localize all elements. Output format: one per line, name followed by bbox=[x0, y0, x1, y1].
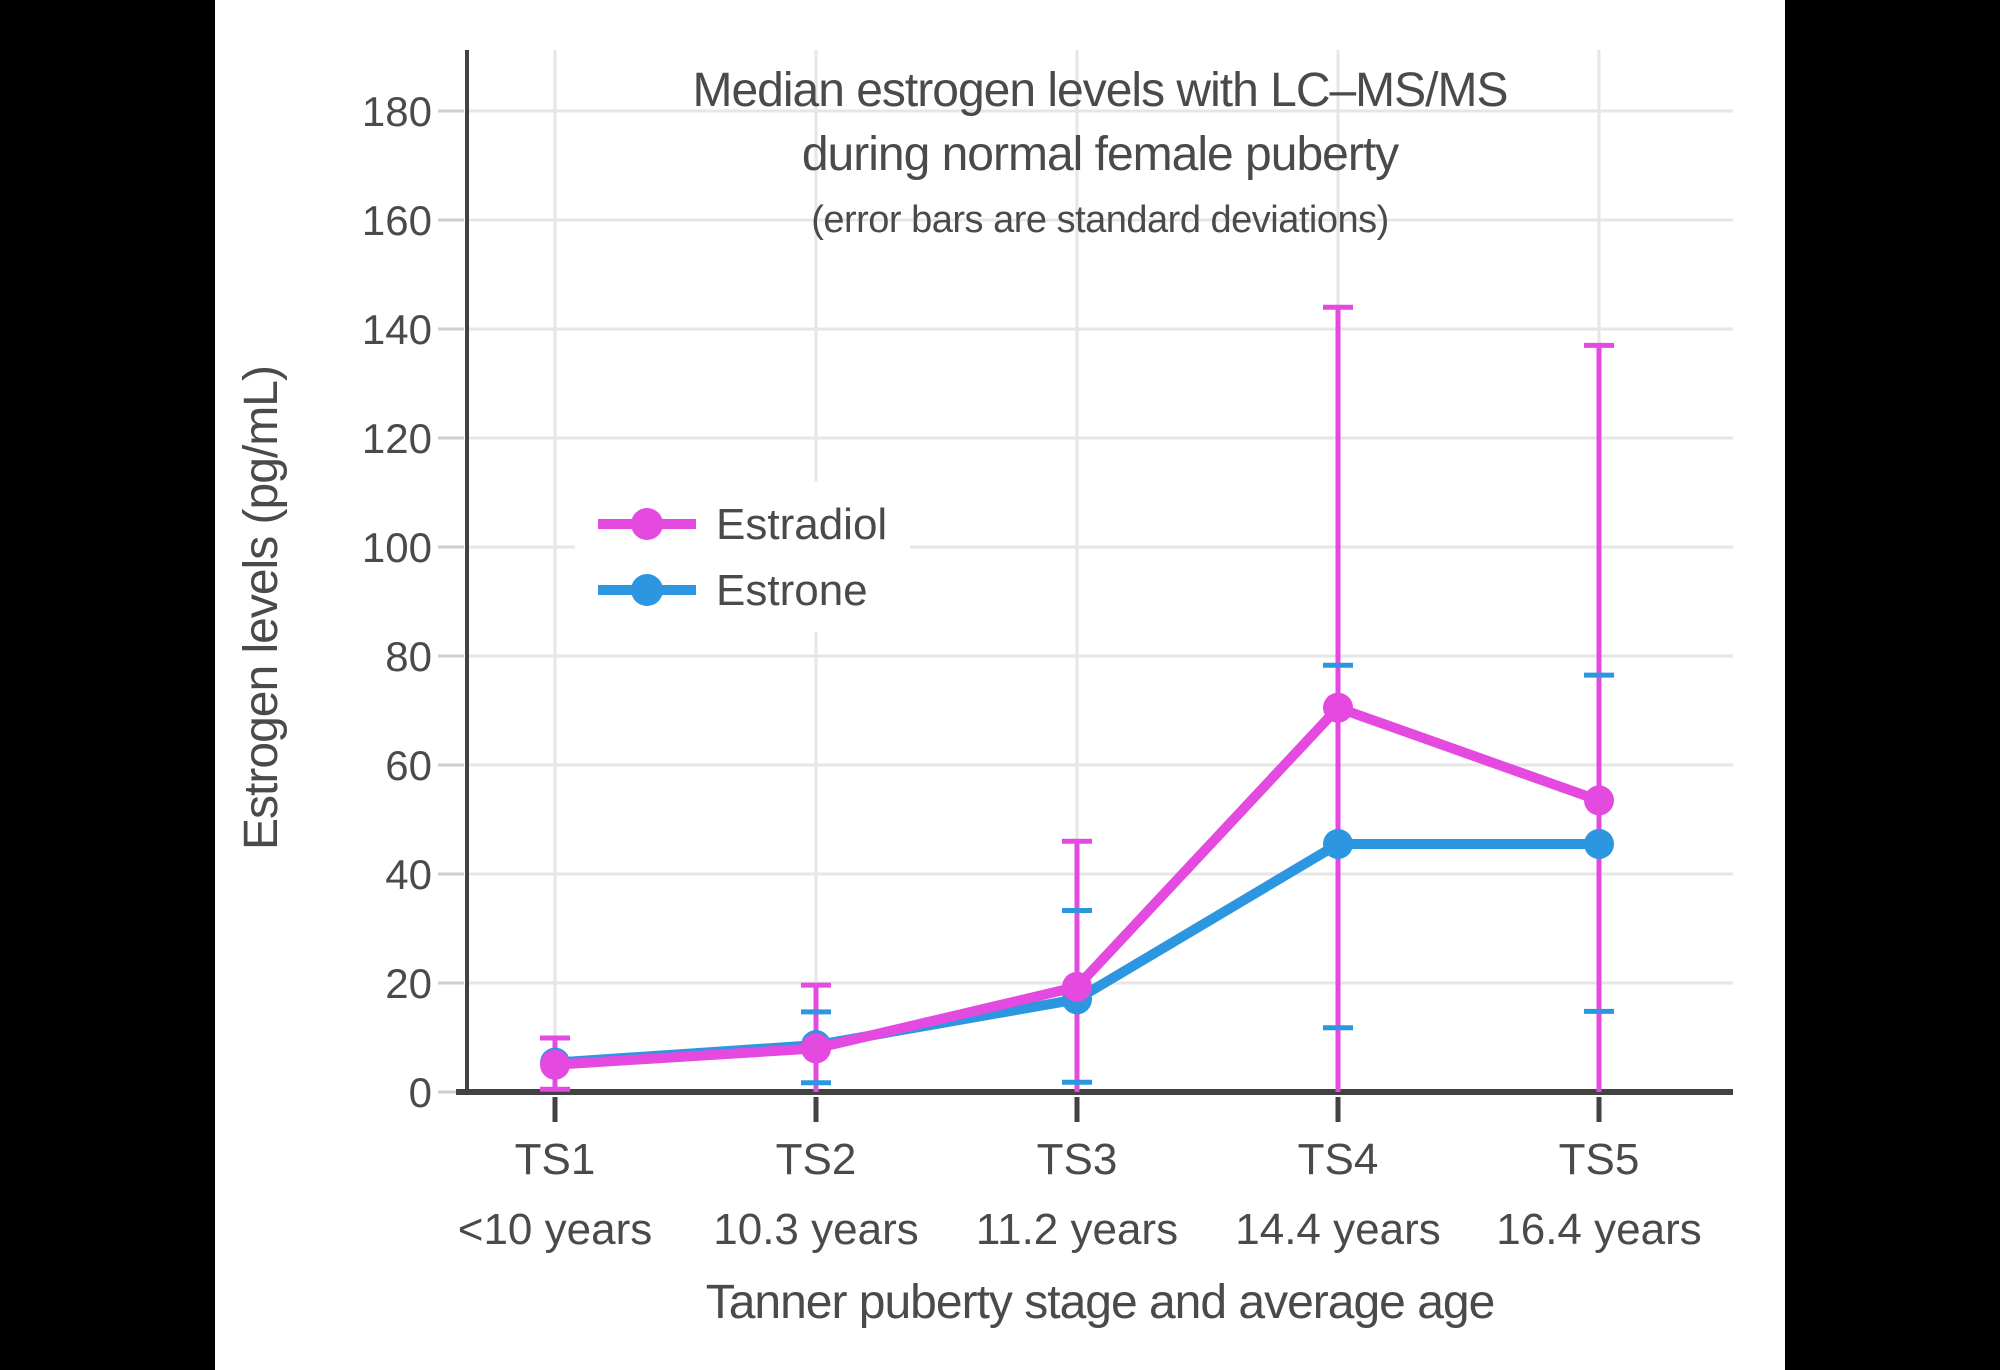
legend-marker-estrone bbox=[631, 574, 663, 606]
x-age-label-TS1: <10 years bbox=[458, 1205, 652, 1254]
x-tick-label-TS3: TS3 bbox=[1037, 1135, 1118, 1184]
chart-title-line2: during normal female puberty bbox=[802, 128, 1399, 181]
legend-marker-estradiol bbox=[631, 508, 663, 540]
chart-title-line1: Median estrogen levels with LC–MS/MS bbox=[692, 64, 1507, 117]
x-axis-title: Tanner puberty stage and average age bbox=[706, 1276, 1495, 1329]
gridlines bbox=[467, 50, 1733, 1090]
series-lines bbox=[540, 692, 1614, 1080]
x-age-label-TS3: 11.2 years bbox=[976, 1205, 1178, 1254]
chart-background bbox=[215, 0, 1785, 1370]
legend-label-estrone: Estrone bbox=[716, 566, 868, 615]
legend: Estradiol Estrone bbox=[575, 482, 910, 632]
y-tick-label-0: 0 bbox=[409, 1069, 432, 1116]
y-tick-label-20: 20 bbox=[385, 960, 432, 1007]
legend-label-estradiol: Estradiol bbox=[716, 500, 887, 549]
x-tick-label-TS4: TS4 bbox=[1298, 1135, 1379, 1184]
x-tick-label-TS5: TS5 bbox=[1559, 1135, 1640, 1184]
y-tick-label-100: 100 bbox=[362, 524, 432, 571]
estrone-point-TS4 bbox=[1323, 829, 1353, 860]
y-tick-label-60: 60 bbox=[385, 742, 432, 789]
x-tick-label-TS2: TS2 bbox=[776, 1135, 857, 1184]
estradiol-point-TS5 bbox=[1584, 785, 1614, 816]
legend-item-estrone: Estrone bbox=[598, 566, 868, 615]
estradiol-point-TS2 bbox=[801, 1033, 831, 1064]
estrone-point-TS5 bbox=[1584, 829, 1614, 860]
x-age-label-TS5: 16.4 years bbox=[1496, 1205, 1701, 1254]
tick-labels: 0 20 40 60 80 100 120 140 160 180 TS1 <10 years TS2 1… bbox=[362, 88, 1702, 1254]
x-age-label-TS2: 10.3 years bbox=[713, 1205, 918, 1254]
axes bbox=[438, 50, 1733, 1122]
y-tick-label-160: 160 bbox=[362, 197, 432, 244]
legend-item-estradiol: Estradiol bbox=[598, 500, 887, 549]
y-tick-label-140: 140 bbox=[362, 306, 432, 353]
y-tick-label-120: 120 bbox=[362, 415, 432, 462]
y-tick-label-180: 180 bbox=[362, 88, 432, 135]
chart-subtitle: (error bars are standard deviations) bbox=[811, 199, 1389, 241]
legend-background bbox=[575, 482, 910, 632]
estradiol-point-TS1 bbox=[540, 1049, 570, 1080]
y-tick-label-40: 40 bbox=[385, 851, 432, 898]
x-age-label-TS4: 14.4 years bbox=[1235, 1205, 1440, 1254]
estradiol-point-TS4 bbox=[1323, 692, 1353, 723]
y-axis-title: Estrogen levels (pg/mL) bbox=[235, 366, 288, 850]
x-tick-label-TS1: TS1 bbox=[515, 1135, 596, 1184]
estradiol-point-TS3 bbox=[1062, 971, 1092, 1002]
y-tick-label-80: 80 bbox=[385, 633, 432, 680]
